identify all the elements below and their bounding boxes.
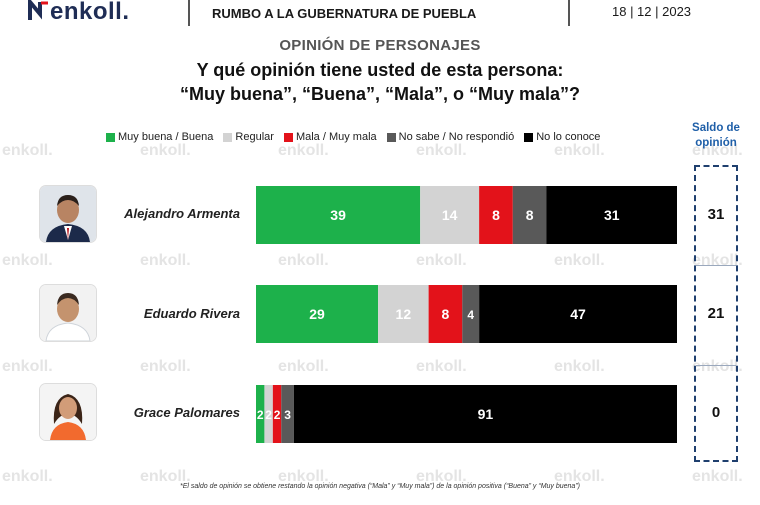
legend-swatch: [524, 132, 534, 142]
person-name: Alejandro Armenta: [124, 206, 240, 221]
bar-data-label: 2: [265, 408, 272, 422]
header-date: 18 | 12 | 2023: [612, 4, 692, 19]
bar-data-label: 47: [570, 306, 586, 322]
legend-item-no-sabe: No sabe / No respondió: [386, 131, 515, 143]
saldo-header: Saldo de opinión: [684, 121, 748, 151]
bar-segment: [512, 186, 547, 244]
bar-data-label: 3: [284, 408, 291, 422]
avatar-eduardo-rivera: [40, 285, 96, 341]
bar-data-label: 91: [478, 406, 494, 422]
bar-segment: [462, 285, 480, 343]
bar-segment: [256, 385, 265, 443]
person-name: Grace Palomares: [133, 405, 240, 420]
bar-data-label: 8: [442, 306, 450, 322]
bar-segment: [420, 186, 480, 244]
header-divider: [188, 0, 190, 26]
bar-data-label: 8: [492, 207, 500, 223]
bar-segment: [293, 385, 677, 443]
bar-segment: [256, 285, 379, 343]
bar-segment: [281, 385, 294, 443]
enkoll-logo: enkoll.: [28, 0, 130, 26]
question-line-1: Y qué opinión tiene usted de esta person…: [196, 60, 564, 80]
avatar-grace-palomares: [40, 384, 96, 440]
legend-label: No sabe / No respondió: [398, 131, 515, 143]
saldo-header-line: Saldo de: [692, 122, 740, 134]
bar-data-label: 31: [604, 207, 620, 223]
legend-swatch: [223, 132, 233, 142]
bar-data-label: 2: [274, 408, 281, 422]
chart-legend: Muy buena / Buena Regular Mala / Muy mal…: [106, 131, 600, 143]
bar-segment: [272, 385, 282, 443]
header-title: RUMBO A LA GUBERNATURA DE PUEBLA: [212, 6, 477, 21]
legend-swatch: [106, 132, 115, 142]
avatar-alejandro-armenta: [40, 186, 96, 242]
legend-item-negative: Mala / Muy mala: [283, 131, 377, 143]
bar-segment: [264, 385, 273, 443]
person-name: Eduardo Rivera: [143, 306, 240, 321]
legend-item-regular: Regular: [223, 131, 274, 143]
legend-swatch: [386, 132, 396, 142]
legend-label: Regular: [235, 131, 274, 143]
legend-label: Mala / Muy mala: [295, 131, 377, 143]
legend-swatch: [283, 132, 293, 142]
legend-label: No lo conoce: [536, 131, 601, 143]
header-divider: [568, 0, 570, 26]
footnote: *El saldo de opinión se obtiene restando…: [180, 483, 580, 490]
saldo-separator: [696, 365, 736, 366]
bar-data-label: 8: [526, 207, 534, 223]
bar-segment: [378, 285, 429, 343]
bar-segment: [479, 285, 677, 343]
saldo-value: 21: [707, 305, 725, 322]
bar-data-label: 2: [257, 408, 264, 422]
bar-data-label: 39: [330, 207, 346, 223]
bar-data-label: 4: [467, 308, 474, 322]
bar-data-label: 14: [442, 207, 458, 223]
header-bar: enkoll. RUMBO A LA GUBERNATURA DE PUEBLA…: [0, 0, 760, 30]
question-line-2: “Muy buena”, “Buena”, “Mala”, o “Muy mal…: [179, 84, 581, 104]
bar-segment: [256, 186, 421, 244]
saldo-header-line: opinión: [695, 137, 737, 149]
bar-segment: [479, 186, 513, 244]
bar-segment: [546, 186, 677, 244]
bar-segment: [428, 285, 463, 343]
saldo-value: 31: [707, 206, 725, 223]
logo-text: enkoll.: [50, 0, 130, 25]
legend-item-no-conoce: No lo conoce: [524, 131, 600, 143]
legend-item-positive: Muy buena / Buena: [106, 131, 213, 143]
bar-data-label: 29: [309, 306, 325, 322]
saldo-box: [694, 165, 738, 462]
section-title: OPINIÓN DE PERSONAJES: [279, 37, 481, 54]
legend-label: Muy buena / Buena: [118, 131, 214, 143]
saldo-value: 0: [711, 404, 721, 421]
saldo-separator: [696, 265, 736, 266]
bar-data-label: 12: [396, 306, 412, 322]
logo-mark-icon: [28, 0, 48, 20]
